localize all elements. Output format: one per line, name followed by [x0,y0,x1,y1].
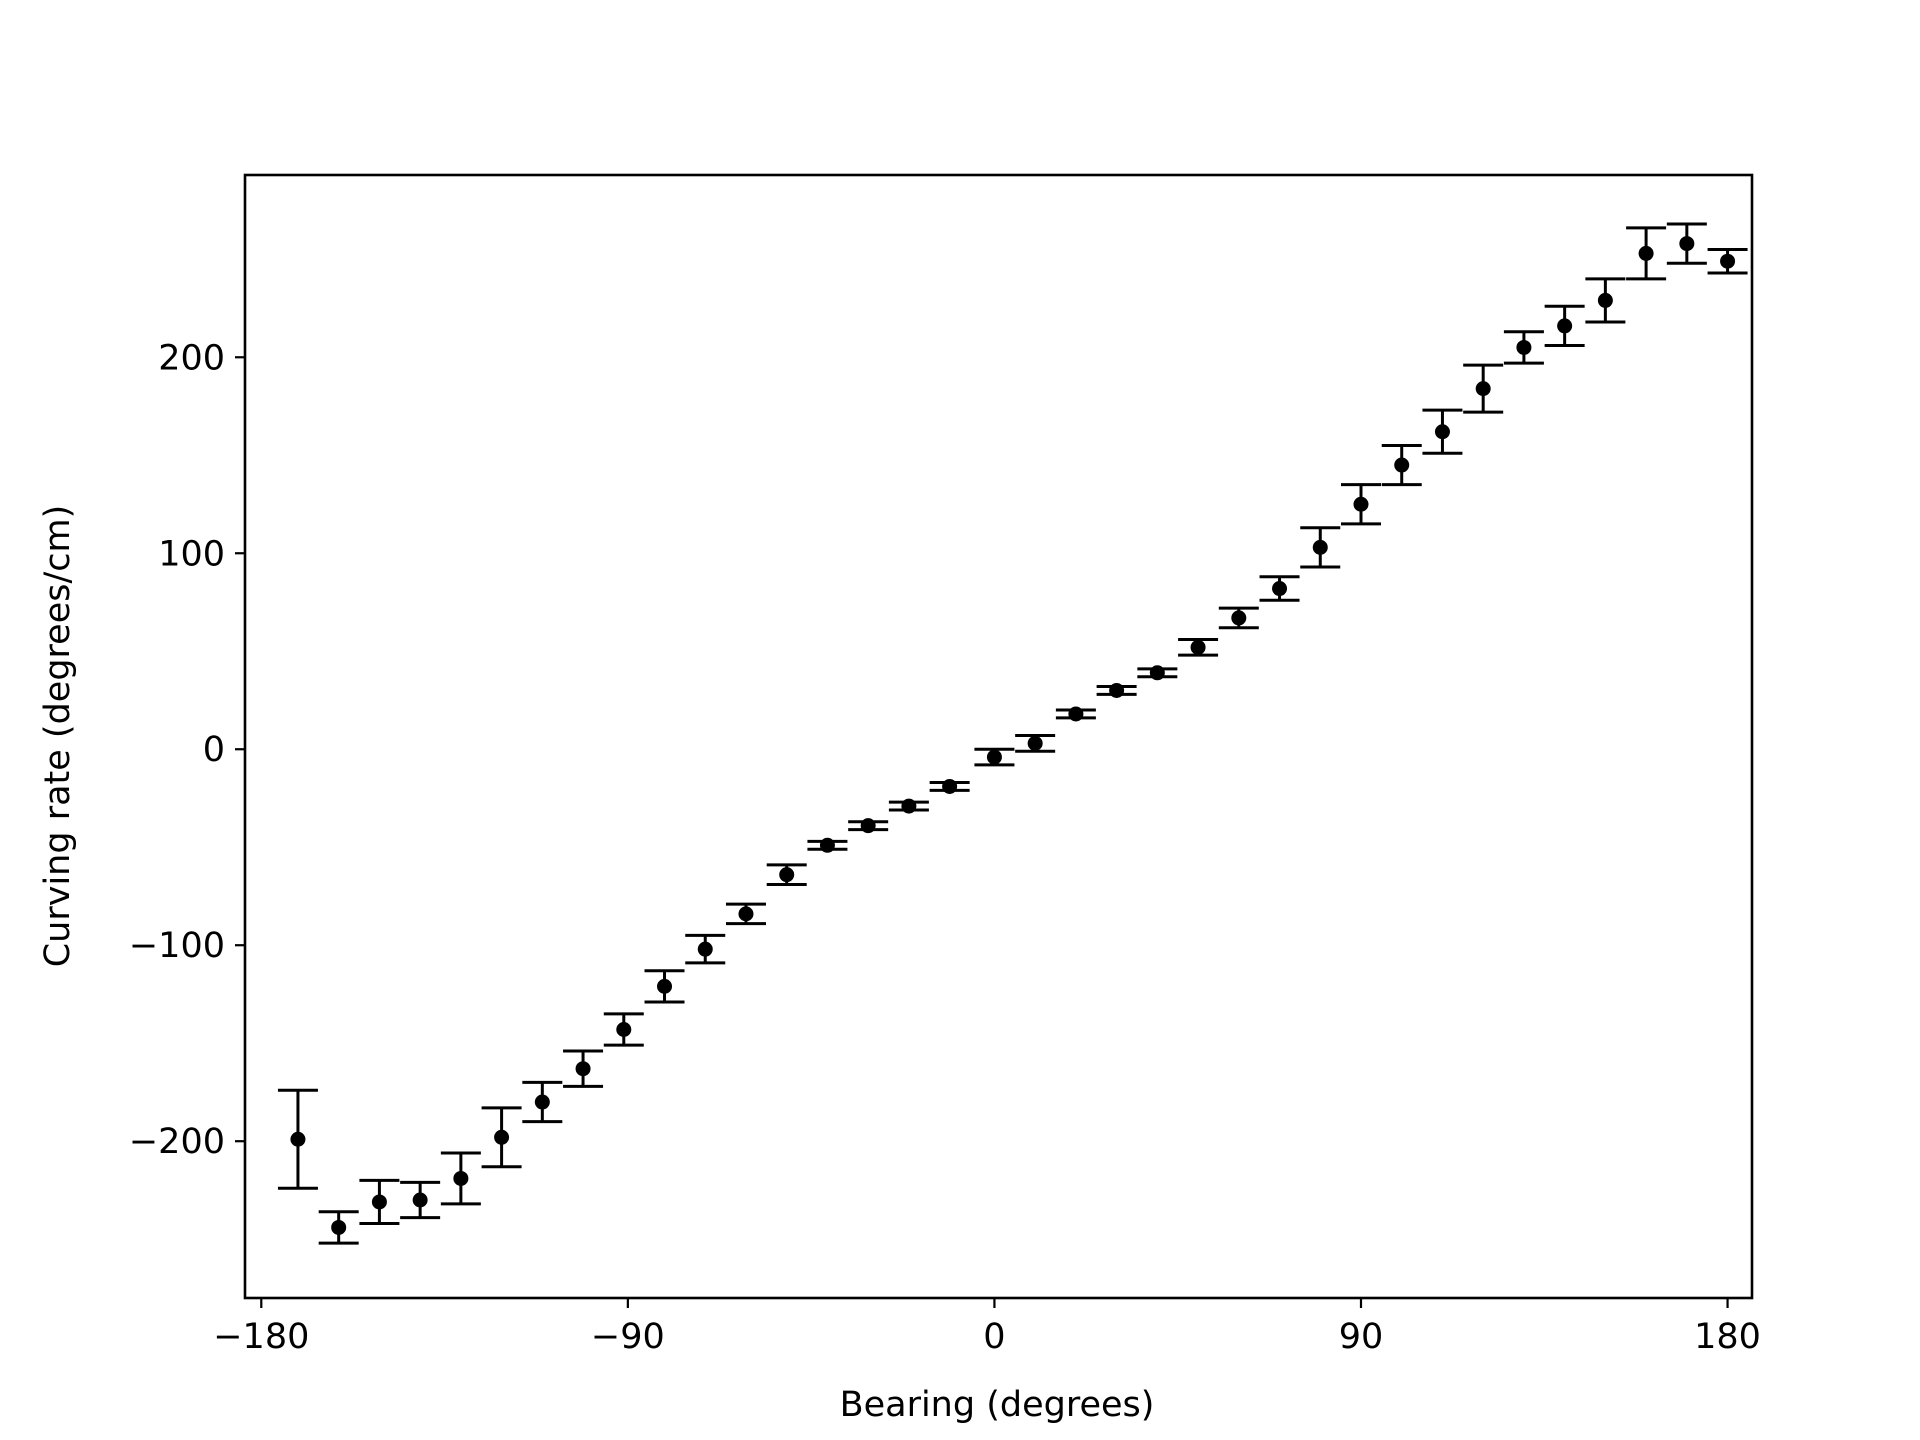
data-point-group [1096,682,1137,698]
data-point-group [318,1210,359,1245]
data-point [1597,292,1613,308]
data-point [1027,735,1043,751]
data-point-group [1055,706,1096,722]
data-point [616,1021,632,1037]
data-point [1638,245,1654,261]
data-point [901,798,917,814]
data-point [371,1194,387,1210]
data-point [1679,236,1695,252]
data-point [1068,706,1084,722]
x-tick-label: 0 [983,1317,1005,1357]
x-axis-label: Bearing (degrees) [840,1385,1155,1425]
data-point [738,906,754,922]
data-point-group [725,902,766,926]
data-point-group [522,1080,563,1124]
data-point-group [563,1049,604,1088]
data-point [1557,318,1573,334]
data-point [331,1219,347,1235]
data-point-group [400,1180,441,1220]
data-point-group [1422,408,1463,455]
data-point-group [1300,526,1341,569]
data-point [1272,581,1288,597]
data-point [819,837,835,853]
data-point-group [974,747,1015,767]
data-point-group [929,778,970,794]
data-point [534,1094,550,1110]
data-point-group [1707,247,1748,275]
data-point-group [888,798,929,814]
data-marks [277,222,1748,1245]
data-point-group [1259,575,1300,602]
y-tick-label: 200 [158,338,225,378]
data-point-group [807,837,848,853]
data-point-group [440,1151,481,1206]
data-point [1394,457,1410,473]
data-point [1149,665,1165,681]
data-point [494,1129,510,1145]
x-tick-label: −90 [591,1317,665,1357]
data-point [657,978,673,994]
data-point-group [644,969,685,1004]
data-point-group [1503,330,1544,365]
data-point [1434,424,1450,440]
data-point [453,1170,469,1186]
data-point-group [766,863,807,886]
data-point-group [277,1088,318,1190]
data-point-group [1666,222,1707,265]
data-point [697,941,713,957]
data-point-group [1626,226,1667,281]
data-point-group [1015,734,1056,753]
y-axis-label: Curving rate (degrees/cm) [38,505,78,968]
data-point [986,749,1002,765]
data-point [942,778,958,794]
data-point [860,818,876,834]
y-tick-label: 100 [158,534,225,574]
data-point-group [1544,304,1585,348]
data-point [779,867,795,883]
data-point-group [1178,637,1219,657]
data-point [1720,253,1736,269]
data-point-group [685,933,726,965]
data-point-group [848,818,889,834]
data-point-group [603,1012,644,1047]
x-axis: −180 −90 0 90 180 [213,1298,1761,1357]
plot-frame [243,173,1754,1300]
data-point-group [359,1178,400,1226]
data-point-group [1137,665,1178,681]
data-point-group [1218,606,1259,630]
data-point-group [1340,483,1381,526]
x-tick-label: −180 [213,1317,309,1357]
data-point [412,1192,428,1208]
data-point [1190,639,1206,655]
data-point-group [1463,363,1504,414]
data-point-group [1381,443,1422,487]
y-tick-label: −200 [129,1122,225,1162]
data-point-group [481,1106,522,1169]
y-tick-label: −100 [129,926,225,966]
data-point [575,1061,591,1077]
y-axis: −200 −100 0 100 200 [129,338,245,1162]
x-tick-label: 90 [1339,1317,1384,1357]
data-point [1516,339,1532,355]
data-point [1231,610,1247,626]
data-point [290,1131,306,1147]
x-tick-label: 180 [1694,1317,1761,1357]
data-point [1109,682,1125,698]
data-point [1353,496,1369,512]
data-point-group [1585,277,1626,324]
data-point [1312,539,1328,555]
y-tick-label: 0 [203,730,225,770]
data-point [1475,381,1491,397]
